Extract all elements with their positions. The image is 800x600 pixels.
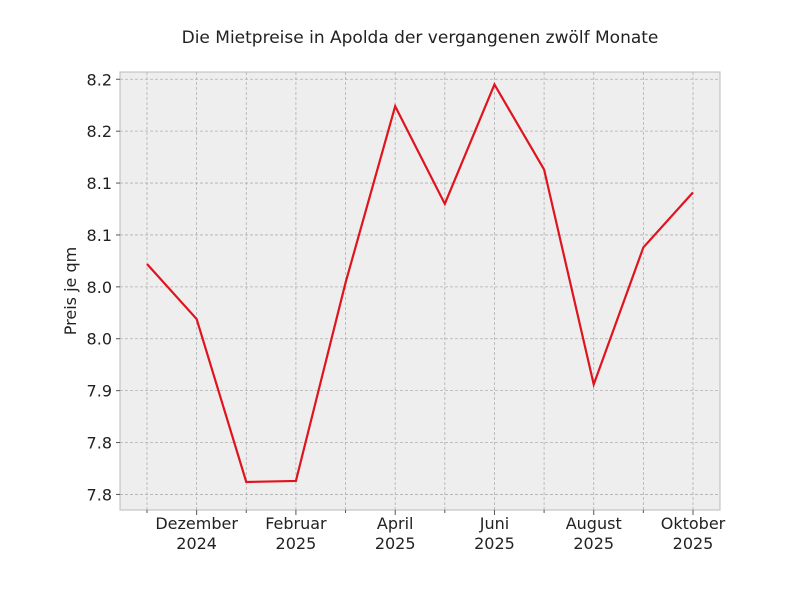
x-tick-label-line: Juni bbox=[479, 514, 509, 533]
x-tick-label-line: 2025 bbox=[573, 534, 614, 553]
y-tick-label: 8.2 bbox=[87, 70, 112, 89]
x-tick-label: Juni 2025 bbox=[474, 514, 515, 553]
data-line bbox=[146, 81, 694, 484]
x-tick-label-line: April bbox=[377, 514, 414, 533]
y-tick-label: 8.1 bbox=[87, 226, 112, 245]
x-tick-label-line: 2025 bbox=[673, 534, 714, 553]
x-tick-label: April 2025 bbox=[375, 514, 416, 553]
x-tick-label: Dezember 2024 bbox=[155, 514, 238, 553]
x-tick-label-line: Oktober bbox=[661, 514, 726, 533]
plot-area bbox=[119, 71, 721, 511]
y-tick-label: 8.0 bbox=[87, 330, 112, 349]
chart-title: Die Mietpreise in Apolda der vergangenen… bbox=[182, 28, 659, 48]
x-tick-label-line: 2025 bbox=[474, 534, 515, 553]
y-tick-label: 7.8 bbox=[87, 434, 112, 453]
y-axis-label: Preis je qm bbox=[61, 247, 80, 335]
x-tick-label-line: Dezember bbox=[155, 514, 238, 533]
x-tick-label-line: August bbox=[566, 514, 622, 533]
y-tick-label: 7.8 bbox=[87, 485, 112, 504]
x-tick-label: Februar 2025 bbox=[265, 514, 327, 553]
y-tick-label: 7.9 bbox=[87, 382, 112, 401]
y-tick-label: 8.2 bbox=[87, 122, 112, 141]
x-tick-label-line: 2025 bbox=[375, 534, 416, 553]
x-tick-label: August 2025 bbox=[566, 514, 622, 553]
y-tick-label: 8.0 bbox=[87, 278, 112, 297]
x-tick-label-line: 2024 bbox=[176, 534, 217, 553]
y-tick-label: 8.1 bbox=[87, 174, 112, 193]
x-tick-label: Oktober 2025 bbox=[661, 514, 726, 553]
x-tick-label-line: 2025 bbox=[276, 534, 317, 553]
x-tick-label-line: Februar bbox=[265, 514, 327, 533]
